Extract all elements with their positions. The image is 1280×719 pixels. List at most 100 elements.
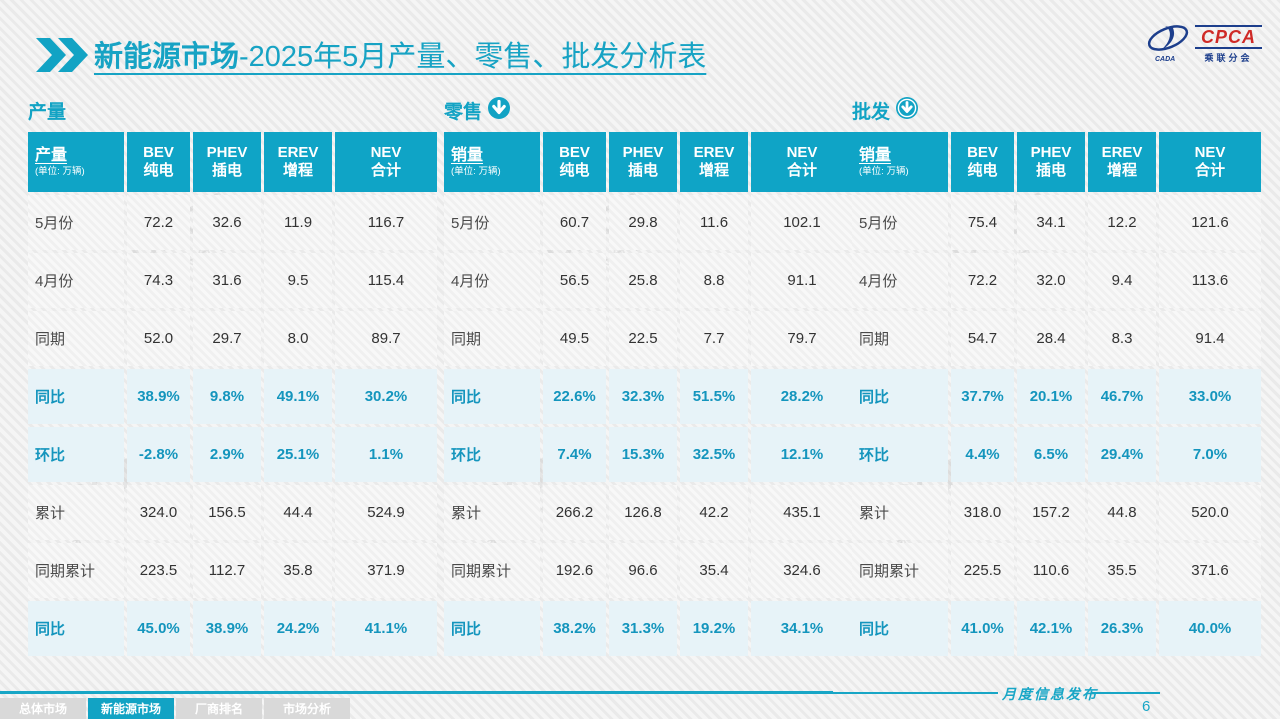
column-header-line2: 纯电 <box>143 162 174 179</box>
column-header: PHEV 插电 <box>193 132 261 192</box>
cpca-logo-text: CPCA 乘联分会 <box>1194 24 1262 65</box>
table-row: 累计 266.2 126.8 42.2 435.1 <box>444 485 853 540</box>
cell-value: 11.6 <box>680 195 748 250</box>
column-header-line1: EREV <box>277 144 319 161</box>
cell-value: 19.2% <box>680 601 748 656</box>
down-arrow-circle-icon <box>895 96 919 125</box>
cell-value: 38.9% <box>127 369 190 424</box>
cell-value: 12.1% <box>751 427 853 482</box>
cell-value: 192.6 <box>543 543 606 598</box>
cell-value: 25.8 <box>609 253 677 308</box>
tab-nev-market[interactable]: 新能源市场 <box>88 698 174 719</box>
cell-value: 72.2 <box>951 253 1014 308</box>
row-label: 同比 <box>852 601 948 656</box>
cell-value: 44.8 <box>1088 485 1156 540</box>
cell-value: 9.4 <box>1088 253 1156 308</box>
retail-table: 销量 (单位: 万辆) BEV 纯电 PHEV 插电 EREV 增程 NEV 合计 5月份 60.7 2… <box>444 132 853 656</box>
wholesale-table: 销量 (单位: 万辆) BEV 纯电 PHEV 插电 EREV 增程 NEV 合计 5月份 75.4 3… <box>852 132 1261 656</box>
cell-value: 49.1% <box>264 369 332 424</box>
cell-value: 41.0% <box>951 601 1014 656</box>
table-row: 同比 22.6% 32.3% 51.5% 28.2% <box>444 369 853 424</box>
column-header-line1: PHEV <box>206 144 248 161</box>
cell-value: 42.2 <box>680 485 748 540</box>
column-header: NEV 合计 <box>335 132 437 192</box>
column-header: EREV 增程 <box>264 132 332 192</box>
column-header-line1: NEV <box>1194 144 1226 161</box>
table-row: 同期累计 225.5 110.6 35.5 371.6 <box>852 543 1261 598</box>
tab-total-market[interactable]: 总体市场 <box>0 698 86 719</box>
cell-value: 157.2 <box>1017 485 1085 540</box>
cell-value: 121.6 <box>1159 195 1261 250</box>
column-header-line1: EREV <box>1101 144 1143 161</box>
cell-value: 8.0 <box>264 311 332 366</box>
cell-value: 37.7% <box>951 369 1014 424</box>
footer-publish-label: 月度信息发布 <box>1002 687 1098 703</box>
cell-value: 35.5 <box>1088 543 1156 598</box>
cell-value: 51.5% <box>680 369 748 424</box>
page-title-highlight: 新能源市场 <box>94 41 240 73</box>
cell-value: 33.0% <box>1159 369 1261 424</box>
row-label: 同期 <box>444 311 540 366</box>
row-label: 累计 <box>444 485 540 540</box>
column-header-line2: 增程 <box>1106 162 1137 179</box>
cpca-logo: CADA CPCA 乘联分会 <box>1145 20 1262 69</box>
cpca-logo-acronym: CPCA <box>1194 24 1262 50</box>
cell-value: 89.7 <box>335 311 437 366</box>
column-header-line1: BEV <box>143 144 174 161</box>
row-label: 同比 <box>852 369 948 424</box>
table-row: 累计 324.0 156.5 44.4 524.9 <box>28 485 437 540</box>
row-label: 环比 <box>444 427 540 482</box>
cell-value: 52.0 <box>127 311 190 366</box>
cell-value: 25.1% <box>264 427 332 482</box>
table-row: 同比 41.0% 42.1% 26.3% 40.0% <box>852 601 1261 656</box>
table-measure-title: 销量 <box>451 147 484 165</box>
cell-value: 324.0 <box>127 485 190 540</box>
cell-value: 20.1% <box>1017 369 1085 424</box>
table-row: 4月份 56.5 25.8 8.8 91.1 <box>444 253 853 308</box>
cell-value: 113.6 <box>1159 253 1261 308</box>
cell-value: 28.2% <box>751 369 853 424</box>
cell-value: 435.1 <box>751 485 853 540</box>
cpca-emblem-icon: CADA <box>1145 20 1191 69</box>
cell-value: 266.2 <box>543 485 606 540</box>
table-row: 同期 52.0 29.7 8.0 89.7 <box>28 311 437 366</box>
cell-value: 41.1% <box>335 601 437 656</box>
production-table: 产量 (单位: 万辆) BEV 纯电 PHEV 插电 EREV 增程 NEV 合计 5月份 72.2 3… <box>28 132 437 656</box>
column-header-line1: NEV <box>786 144 818 161</box>
column-header-line2: 插电 <box>211 162 242 179</box>
table-row: 4月份 74.3 31.6 9.5 115.4 <box>28 253 437 308</box>
cell-value: 38.2% <box>543 601 606 656</box>
cell-value: 96.6 <box>609 543 677 598</box>
cell-value: 2.9% <box>193 427 261 482</box>
cell-value: 75.4 <box>951 195 1014 250</box>
section-retail-label: 零售 <box>444 101 483 123</box>
tab-manufacturer-ranking[interactable]: 厂商排名 <box>176 698 262 719</box>
column-header-line2: 插电 <box>1035 162 1066 179</box>
row-label: 5月份 <box>444 195 540 250</box>
row-label: 4月份 <box>444 253 540 308</box>
column-header: NEV 合计 <box>1159 132 1261 192</box>
table-measure-title: 产量 <box>35 147 68 165</box>
table-row: 同期 54.7 28.4 8.3 91.4 <box>852 311 1261 366</box>
table-unit-note: (单位: 万辆) <box>859 166 909 178</box>
cell-value: 31.3% <box>609 601 677 656</box>
cell-value: 110.6 <box>1017 543 1085 598</box>
cell-value: 7.7 <box>680 311 748 366</box>
cell-value: 32.3% <box>609 369 677 424</box>
cell-value: 22.5 <box>609 311 677 366</box>
page-number: 6 <box>1142 698 1151 715</box>
tab-market-analysis[interactable]: 市场分析 <box>264 698 350 719</box>
cell-value: 15.3% <box>609 427 677 482</box>
cell-value: 38.9% <box>193 601 261 656</box>
cell-value: 324.6 <box>751 543 853 598</box>
row-label: 环比 <box>28 427 124 482</box>
table-measure-header: 销量 (单位: 万辆) <box>444 132 540 192</box>
cell-value: 318.0 <box>951 485 1014 540</box>
table-row: 环比 7.4% 15.3% 32.5% 12.1% <box>444 427 853 482</box>
section-wholesale-label: 批发 <box>852 101 891 123</box>
cell-value: 8.8 <box>680 253 748 308</box>
cell-value: 29.4% <box>1088 427 1156 482</box>
row-label: 5月份 <box>28 195 124 250</box>
cell-value: 8.3 <box>1088 311 1156 366</box>
